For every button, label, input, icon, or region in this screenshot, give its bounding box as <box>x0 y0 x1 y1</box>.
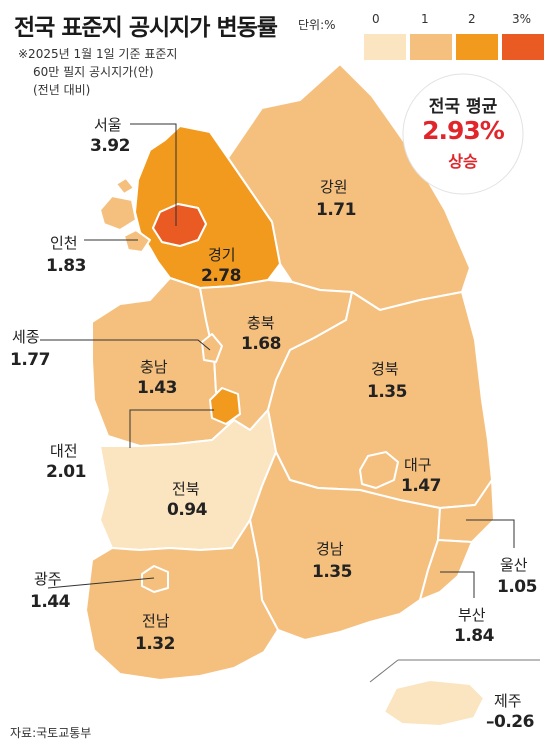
region-value-jeju: –0.26 <box>486 712 534 732</box>
region-value-seoul: 3.92 <box>90 136 130 156</box>
region-incheon <box>99 195 137 231</box>
note-line-2: 60만 필지 공시지가(안) <box>33 65 154 79</box>
region-label-gyeongbuk: 경북 <box>371 360 399 378</box>
region-label-chungbuk: 충북 <box>247 314 275 332</box>
region-sejong <box>201 333 223 363</box>
region-value-gyeongbuk: 1.35 <box>367 382 407 402</box>
region-value-daejeon: 2.01 <box>46 462 86 482</box>
region-value-ulsan: 1.05 <box>497 577 537 597</box>
region-label-jeonbuk: 전북 <box>172 480 200 498</box>
pointer-busan <box>440 571 475 598</box>
region-value-gwangju: 1.44 <box>30 592 70 612</box>
region-value-gyeonggi: 2.78 <box>201 266 241 286</box>
region-label-chungnam: 충남 <box>140 358 168 376</box>
region-label-gwangju: 광주 <box>34 570 62 588</box>
region-value-sejong: 1.77 <box>10 350 50 370</box>
national-average-trend: 상승 <box>448 152 478 171</box>
region-label-busan: 부산 <box>458 606 486 624</box>
region-label-jeonnam: 전남 <box>142 612 170 630</box>
region-label-jeju: 제주 <box>494 692 522 710</box>
map-title: 전국 표준지 공시지가 변동률 <box>14 15 278 41</box>
region-label-daejeon: 대전 <box>50 442 78 460</box>
region-label-ulsan: 울산 <box>500 556 528 574</box>
region-value-incheon: 1.83 <box>46 256 86 276</box>
region-value-daegu: 1.47 <box>401 476 441 496</box>
legend-swatch-1 <box>410 34 452 60</box>
region-daegu <box>359 451 399 489</box>
region-value-gangwon: 1.71 <box>316 200 356 220</box>
region-value-busan: 1.84 <box>454 626 494 646</box>
legend-swatch-3 <box>502 34 544 60</box>
region-jeju <box>383 679 485 727</box>
source-note: 자료:국토교통부 <box>10 726 92 740</box>
region-seoul <box>152 203 207 247</box>
legend-swatch-0 <box>364 34 406 60</box>
national-average-value: 2.93% <box>422 116 505 145</box>
region-incheon-island <box>123 229 151 253</box>
region-value-chungbuk: 1.68 <box>241 334 281 354</box>
legend-label-3: 3% <box>512 12 532 26</box>
national-average-badge <box>402 73 524 195</box>
region-value-gyeongnam: 1.35 <box>312 562 352 582</box>
legend-label-1: 1 <box>421 12 429 26</box>
region-jeonnam <box>85 519 279 681</box>
note-line-1: ※2025년 1월 1일 기준 표준지 <box>18 47 178 61</box>
region-busan <box>419 539 473 601</box>
region-value-chungnam: 1.43 <box>137 378 177 398</box>
pointer-sejong <box>40 339 211 351</box>
region-label-seoul: 서울 <box>94 116 122 134</box>
region-gwangju <box>141 565 169 593</box>
legend-label-0: 0 <box>372 12 380 26</box>
region-label-gangwon: 강원 <box>320 178 348 196</box>
pointer-gwangju <box>47 577 155 589</box>
unit-label: 단위:% <box>298 18 336 32</box>
jeju-inset-line <box>369 659 399 683</box>
pointer-seoul <box>130 123 177 226</box>
legend-label-2: 2 <box>468 12 476 26</box>
national-average-title: 전국 평균 <box>428 97 498 117</box>
note-line-3: (전년 대비) <box>33 83 91 97</box>
region-label-incheon: 인천 <box>50 234 78 252</box>
region-label-gyeongnam: 경남 <box>316 540 344 558</box>
region-label-sejong: 세종 <box>12 328 40 346</box>
region-incheon-islet <box>115 177 135 195</box>
region-value-jeonnam: 1.32 <box>135 634 175 654</box>
pointer-ulsan <box>466 519 515 548</box>
legend-swatch-2 <box>456 34 498 60</box>
region-label-gyeonggi: 경기 <box>208 246 236 264</box>
region-label-daegu: 대구 <box>404 456 432 474</box>
region-value-jeonbuk: 0.94 <box>167 500 207 520</box>
pointer-daejeon <box>129 409 214 448</box>
region-daejeon <box>209 387 241 425</box>
